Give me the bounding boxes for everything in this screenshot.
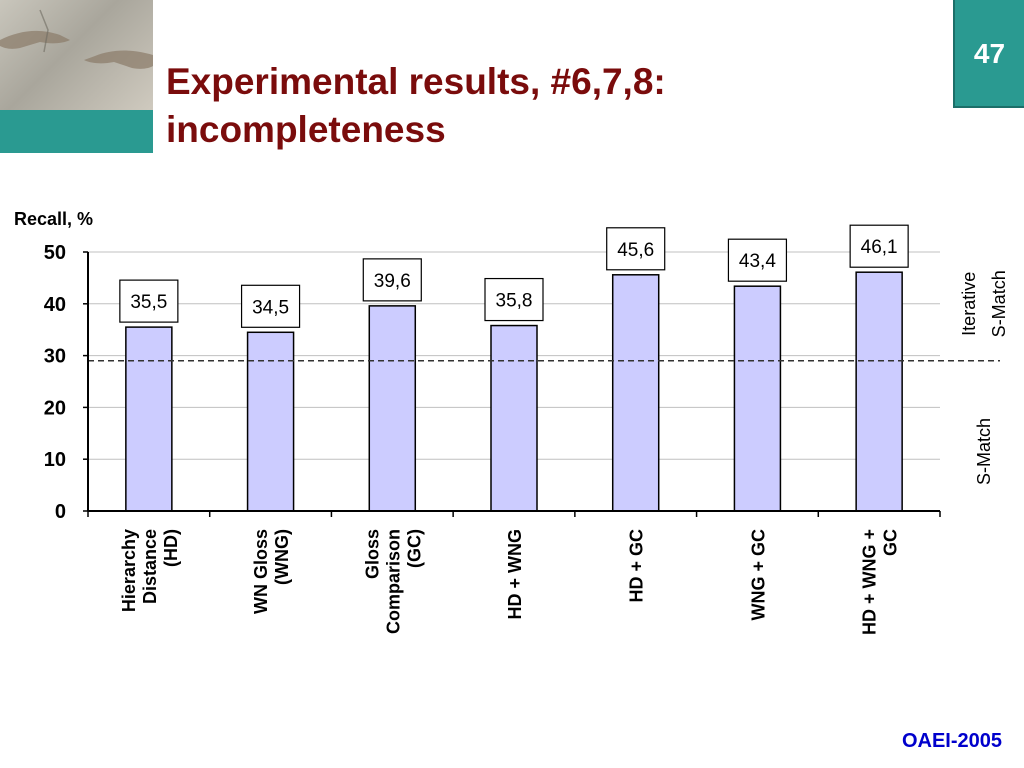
data-label: 35,5	[130, 292, 167, 313]
data-label-box	[484, 277, 544, 322]
data-label: 45,6	[617, 240, 654, 261]
region-labels: Iterative S-Match S-Match	[959, 270, 1009, 485]
y-tick-label: 30	[44, 346, 66, 368]
x-tick-label: Comparison	[383, 529, 403, 634]
data-label: 35,8	[496, 291, 533, 312]
x-tick-label: GC	[881, 529, 901, 556]
x-tick-label: (HD)	[161, 529, 181, 567]
slide-title: Experimental results, #6,7,8: incomplete…	[166, 58, 666, 154]
y-tick-label: 50	[44, 242, 66, 264]
x-tick-label: HD + WNG	[505, 529, 525, 620]
data-label-box	[606, 227, 666, 271]
y-tick-label: 0	[55, 501, 66, 523]
x-axis	[87, 252, 941, 517]
x-tick-label: Gloss	[362, 529, 382, 579]
x-tick-label: HD + GC	[627, 529, 647, 603]
region-label-iterative: S-Match	[989, 270, 1009, 337]
data-label-box	[240, 284, 301, 328]
x-tick-label: (WNG)	[272, 529, 292, 585]
title-line-2: incompleteness	[166, 109, 446, 150]
x-tick-label: WNG + GC	[748, 529, 768, 621]
y-tick-label: 40	[44, 294, 66, 316]
y-tick-labels: 0 10 20 30 40 50	[44, 242, 88, 523]
bar	[246, 331, 295, 512]
y-tick-label: 20	[44, 397, 66, 419]
bars: 35,5 34,5 39,6 35,8 45,6 43,4 46,1	[119, 224, 909, 512]
title-line-1: Experimental results, #6,7,8:	[166, 61, 666, 102]
bar	[733, 285, 782, 512]
y-tick-label: 10	[44, 449, 66, 471]
data-label-box	[727, 238, 788, 282]
data-label: 43,4	[739, 251, 776, 272]
region-label-iterative: Iterative	[959, 272, 979, 336]
bar	[368, 305, 417, 512]
bar	[490, 324, 538, 512]
data-label-box	[362, 258, 422, 302]
data-label: 46,1	[861, 237, 898, 258]
x-tick-labels: Hierarchy Distance (HD) WN Gloss (WNG) Gloss C…	[119, 529, 901, 635]
logo	[0, 0, 153, 153]
data-label-box	[849, 224, 909, 268]
bar	[125, 326, 173, 512]
footer-label: OAEI-2005	[901, 730, 1002, 752]
data-label-box	[119, 279, 179, 323]
page-number-box: 47	[953, 0, 1024, 108]
x-tick-label: Distance	[140, 529, 160, 604]
data-label: 34,5	[252, 297, 289, 318]
data-label: 39,6	[374, 271, 411, 292]
page-number: 47	[973, 38, 1006, 69]
x-tick-label: Hierarchy	[119, 529, 139, 612]
region-label-smatch: S-Match	[974, 418, 994, 485]
x-tick-label: (GC)	[404, 529, 424, 568]
y-axis-label: Recall, %	[14, 209, 93, 229]
recall-bar-chart: Recall, % 0 10 20 30 40 50 35,5 34,5 39,6 35,8 45…	[14, 209, 1009, 635]
creation-of-adam-hands-icon	[0, 0, 153, 110]
x-tick-label: WN Gloss	[251, 529, 271, 614]
x-tick-label: HD + WNG +	[860, 529, 880, 635]
bar	[611, 274, 660, 512]
bar	[855, 271, 903, 512]
